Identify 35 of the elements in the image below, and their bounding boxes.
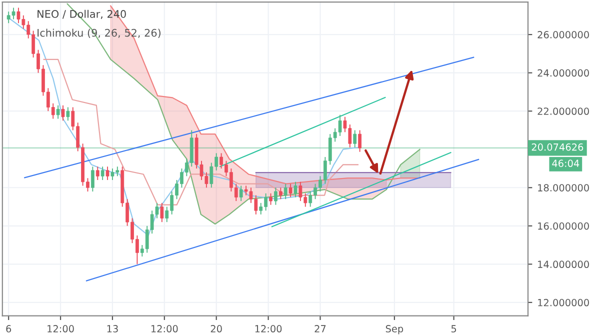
x-tick-label: 6 bbox=[6, 325, 12, 332]
candlestick bbox=[66, 106, 70, 122]
y-tick-label: 24.000000 bbox=[538, 69, 589, 77]
y-tick-label: 16.000000 bbox=[538, 222, 589, 230]
x-tick-label: 13 bbox=[107, 325, 118, 332]
candlestick bbox=[294, 181, 298, 198]
x-tick-label: 12:00 bbox=[48, 325, 74, 332]
y-tick-label: 12.000000 bbox=[538, 298, 589, 306]
candlestick bbox=[90, 166, 94, 192]
candlestick bbox=[284, 183, 288, 200]
candlestick bbox=[96, 166, 100, 180]
x-tick-label: 5 bbox=[451, 325, 456, 332]
y-tick-label: 18.000000 bbox=[538, 184, 589, 192]
x-tick-label: 12:00 bbox=[255, 325, 282, 332]
y-tick-label: 26.000000 bbox=[538, 31, 589, 38]
y-tick-label: 22.000000 bbox=[538, 108, 589, 115]
candlestick bbox=[100, 166, 104, 180]
candlestick bbox=[160, 202, 164, 223]
candlestick bbox=[353, 130, 357, 148]
x-tick-label: Sep bbox=[386, 325, 404, 334]
x-tick-label: 27 bbox=[314, 325, 326, 332]
candlestick bbox=[56, 104, 60, 120]
text: 46:04 bbox=[552, 160, 580, 168]
x-tick-label: 20 bbox=[210, 325, 222, 332]
candlestick bbox=[239, 185, 243, 202]
candlestick bbox=[269, 192, 272, 206]
ref-line-label: 20.074626 bbox=[532, 143, 584, 151]
candlestick bbox=[358, 130, 362, 152]
candlestick bbox=[278, 187, 282, 200]
candlestick bbox=[61, 104, 65, 122]
x-tick-label: 12:00 bbox=[151, 325, 178, 332]
candlestick bbox=[274, 187, 278, 206]
candlestick bbox=[288, 183, 292, 198]
y-tick-label: 14.000000 bbox=[538, 260, 589, 268]
candlestick bbox=[106, 166, 110, 180]
